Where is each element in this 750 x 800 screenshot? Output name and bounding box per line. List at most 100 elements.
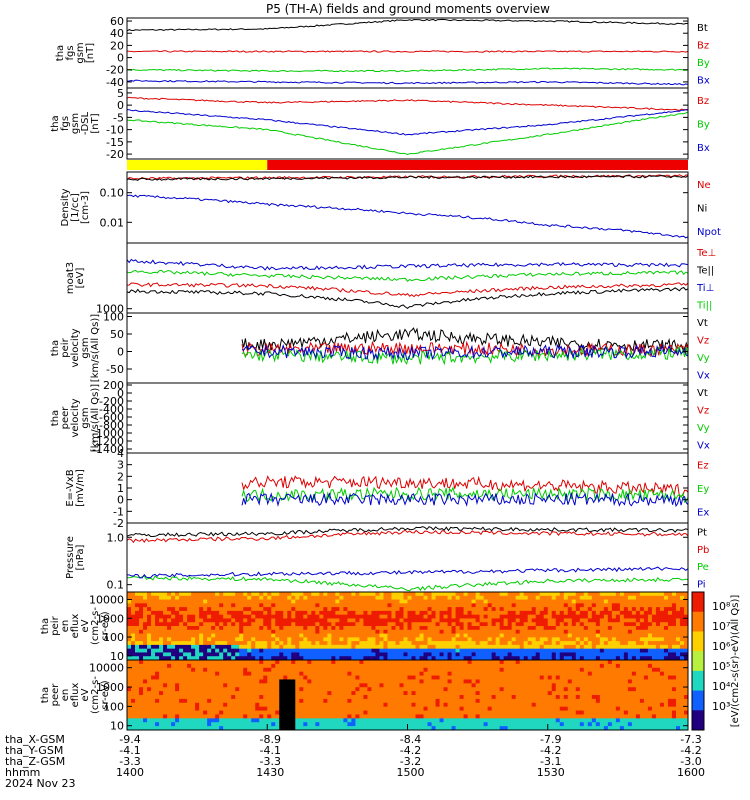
spectrogram-cell — [363, 592, 368, 597]
spectrogram-cell — [399, 629, 404, 635]
spectrogram-cell — [679, 652, 685, 657]
spectrogram-cell — [383, 622, 388, 627]
spectrogram-cell — [639, 607, 645, 612]
spectrogram-cell — [331, 641, 336, 646]
spectrogram-cell — [187, 683, 192, 688]
spectrogram-cell — [383, 687, 388, 692]
spectrogram-cell — [471, 592, 477, 597]
spectrogram-cell — [335, 626, 340, 631]
spectrogram-cell — [363, 656, 368, 660]
spectrogram-cell — [403, 652, 408, 657]
spectrogram-cell — [251, 595, 256, 601]
spectrogram-cell — [335, 698, 340, 704]
spectrogram-cell — [491, 622, 497, 627]
spectrogram-cell — [187, 710, 192, 715]
spectrogram-cell — [179, 667, 184, 673]
spectrogram-cell — [363, 599, 368, 604]
spectrogram-cell — [547, 614, 553, 619]
spectrogram-cell — [619, 622, 625, 627]
spectrogram-cell — [555, 698, 561, 704]
spectrogram-cell — [215, 702, 220, 708]
spectrogram-cell — [251, 626, 256, 631]
spectrogram-cell — [211, 679, 216, 684]
spectrogram-cell — [191, 633, 196, 638]
spectrogram-cell — [403, 607, 408, 612]
spectrogram-cell — [375, 675, 380, 680]
spectrogram-cell — [547, 667, 553, 673]
spectrogram-cell — [427, 599, 433, 604]
spectrogram-cell — [175, 702, 180, 708]
spectrogram-cell — [423, 706, 429, 712]
spectrogram-cell — [563, 641, 569, 646]
spectrogram-cell — [419, 718, 425, 723]
spectrogram-cell — [415, 633, 421, 638]
spectrogram-cell — [371, 633, 376, 638]
y-axis-label: (cm2-s- — [90, 607, 101, 645]
spectrogram-cell — [391, 614, 396, 619]
spectrogram-cell — [163, 671, 168, 677]
spectrogram-cell — [635, 644, 641, 650]
spectrogram-cell — [347, 610, 352, 616]
spectrogram-cell — [447, 710, 453, 715]
spectrogram-cell — [195, 644, 200, 650]
spectrogram-cell — [463, 629, 469, 635]
spectrogram-cell — [263, 629, 268, 635]
spectrogram-cell — [291, 622, 296, 627]
spectrogram-cell — [531, 626, 537, 631]
spectrogram-cell — [467, 718, 473, 723]
spectrogram-cell — [643, 656, 649, 660]
spectrogram-cell — [587, 610, 593, 616]
spectrogram-cell — [127, 614, 132, 619]
spectrogram-cell — [307, 614, 312, 619]
spectrogram-cell — [139, 622, 144, 627]
spectrogram-cell — [383, 726, 388, 730]
spectrogram-cell — [427, 710, 433, 715]
spectrogram-cell — [275, 641, 280, 646]
spectrogram-cell — [211, 660, 216, 665]
spectrogram-cell — [591, 683, 597, 688]
spectrogram-cell — [491, 618, 497, 623]
spectrogram-cell — [427, 663, 433, 669]
spectrogram-cell — [431, 629, 437, 635]
spectrogram-cell — [427, 722, 433, 727]
spectrogram-cell — [527, 644, 533, 650]
spectrogram-cell — [423, 667, 429, 673]
spectrogram-cell — [127, 618, 132, 623]
spectrogram-cell — [167, 687, 172, 692]
spectrogram-cell — [503, 648, 509, 653]
spectrogram-cell — [363, 695, 368, 700]
spectrogram-cell — [435, 706, 441, 712]
spectrogram-cell — [563, 618, 569, 623]
spectrogram-cell — [531, 652, 537, 657]
spectrogram-cell — [523, 675, 529, 680]
spectrogram-cell — [539, 702, 545, 708]
spectrogram-cell — [503, 610, 509, 616]
spectrogram-cell — [479, 633, 485, 638]
spectrogram-cell — [639, 644, 645, 650]
y-tick-label: 100 — [103, 631, 124, 644]
spectrogram-cell — [531, 641, 537, 646]
spectrogram-cell — [527, 626, 533, 631]
spectrogram-cell — [311, 618, 316, 623]
spectrogram-cell — [299, 644, 304, 650]
spectrogram-cell — [171, 691, 176, 696]
spectrogram-cell — [319, 726, 324, 730]
spectrogram-cell — [599, 687, 605, 692]
spectrogram-cell — [495, 610, 501, 616]
spectrogram-cell — [455, 618, 461, 623]
spectrogram-cell — [403, 691, 408, 696]
spectrogram-cell — [483, 714, 489, 719]
spectrogram-cell — [587, 656, 593, 660]
spectrogram-cell — [659, 641, 665, 646]
spectrogram-cell — [195, 656, 200, 660]
spectrogram-cell — [395, 610, 400, 616]
spectrogram-cell — [403, 706, 408, 712]
spectrogram-cell — [155, 592, 160, 597]
spectrogram-cell — [451, 610, 457, 616]
spectrogram-cell — [555, 644, 561, 650]
y-tick-label: -600 — [99, 411, 124, 424]
spectrogram-cell — [563, 614, 569, 619]
spectrogram-cell — [367, 675, 372, 680]
y-axis-label: tha — [40, 618, 51, 634]
spectrogram-cell — [639, 614, 645, 619]
